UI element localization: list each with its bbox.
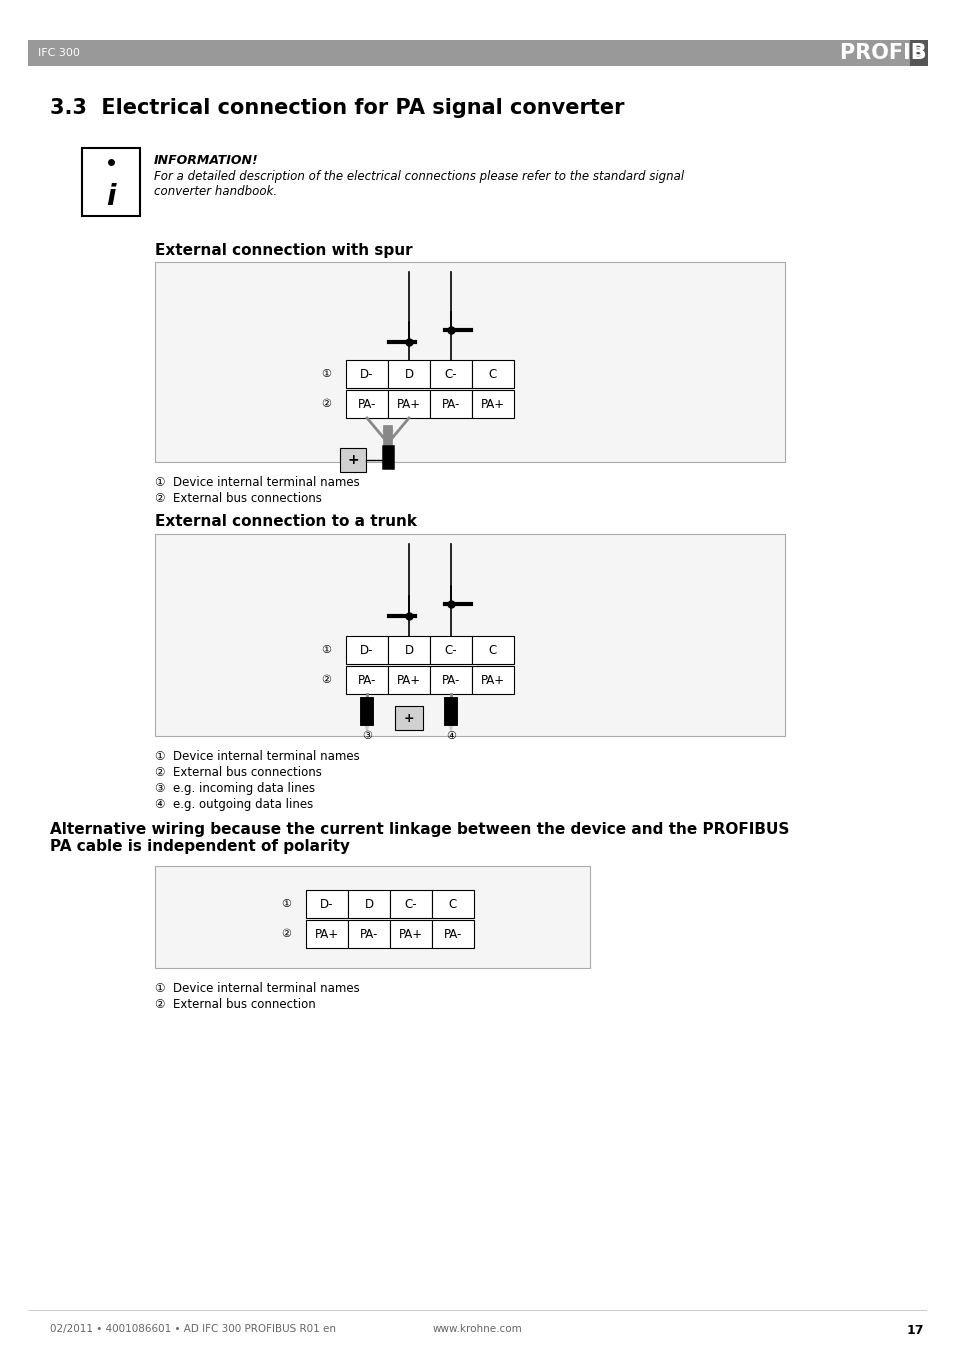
Bar bbox=[909, 41, 927, 66]
Text: PA+: PA+ bbox=[396, 674, 420, 686]
Text: PA-: PA- bbox=[443, 928, 461, 940]
Text: 3: 3 bbox=[914, 46, 923, 59]
Text: Alternative wiring because the current linkage between the device and the PROFIB: Alternative wiring because the current l… bbox=[50, 821, 788, 854]
Text: PA+: PA+ bbox=[314, 928, 338, 940]
Bar bbox=[472, 359, 514, 388]
Bar bbox=[306, 890, 348, 917]
Text: ②: ② bbox=[281, 929, 291, 939]
Text: C: C bbox=[449, 897, 456, 911]
Text: ②  External bus connection: ② External bus connection bbox=[154, 998, 315, 1011]
Text: PA+: PA+ bbox=[398, 928, 422, 940]
Bar bbox=[346, 666, 388, 694]
Text: C-: C- bbox=[404, 897, 416, 911]
Bar bbox=[346, 390, 388, 417]
Text: D: D bbox=[404, 643, 414, 657]
Text: 02/2011 • 4001086601 • AD IFC 300 PROFIBUS R01 en: 02/2011 • 4001086601 • AD IFC 300 PROFIB… bbox=[50, 1324, 335, 1333]
Bar bbox=[388, 636, 430, 663]
Text: PA+: PA+ bbox=[480, 674, 504, 686]
Text: +: + bbox=[403, 712, 414, 724]
Text: PA-: PA- bbox=[357, 397, 375, 411]
Text: ②: ② bbox=[320, 676, 331, 685]
Text: ②: ② bbox=[320, 399, 331, 409]
Text: PROFIBUS PA: PROFIBUS PA bbox=[840, 43, 953, 63]
Bar bbox=[390, 920, 432, 948]
Bar bbox=[390, 890, 432, 917]
Bar bbox=[472, 666, 514, 694]
Text: C: C bbox=[488, 367, 497, 381]
Text: www.krohne.com: www.krohne.com bbox=[432, 1324, 521, 1333]
Text: D: D bbox=[404, 367, 414, 381]
Text: ①  Device internal terminal names: ① Device internal terminal names bbox=[154, 750, 359, 763]
Polygon shape bbox=[382, 430, 393, 450]
Polygon shape bbox=[446, 713, 456, 731]
Text: C: C bbox=[488, 643, 497, 657]
Bar bbox=[348, 890, 390, 917]
Bar bbox=[339, 449, 366, 471]
Text: D: D bbox=[364, 897, 374, 911]
Bar bbox=[82, 149, 140, 216]
Text: ③  e.g. incoming data lines: ③ e.g. incoming data lines bbox=[154, 782, 314, 794]
Bar bbox=[432, 890, 474, 917]
Text: ①: ① bbox=[320, 644, 331, 655]
Bar bbox=[472, 390, 514, 417]
Bar bbox=[388, 666, 430, 694]
Text: PA-: PA- bbox=[359, 928, 377, 940]
Text: For a detailed description of the electrical connections please refer to the sta: For a detailed description of the electr… bbox=[153, 170, 683, 199]
Bar bbox=[154, 866, 589, 969]
Text: ①  Device internal terminal names: ① Device internal terminal names bbox=[154, 982, 359, 994]
Bar bbox=[430, 666, 472, 694]
Bar bbox=[154, 262, 784, 462]
Text: 17: 17 bbox=[905, 1324, 923, 1337]
Text: PA-: PA- bbox=[357, 674, 375, 686]
Polygon shape bbox=[361, 713, 372, 731]
Text: D-: D- bbox=[360, 367, 374, 381]
Bar bbox=[430, 390, 472, 417]
Bar bbox=[306, 920, 348, 948]
Text: PA-: PA- bbox=[441, 674, 459, 686]
Text: IFC 300: IFC 300 bbox=[38, 49, 80, 58]
Text: ②  External bus connections: ② External bus connections bbox=[154, 766, 321, 780]
Text: PA-: PA- bbox=[441, 397, 459, 411]
Bar bbox=[346, 359, 388, 388]
Text: ②  External bus connections: ② External bus connections bbox=[154, 492, 321, 505]
Bar bbox=[430, 359, 472, 388]
Text: ③: ③ bbox=[361, 731, 372, 740]
Bar bbox=[348, 920, 390, 948]
Text: ①  Device internal terminal names: ① Device internal terminal names bbox=[154, 476, 359, 489]
Bar bbox=[432, 920, 474, 948]
Text: External connection with spur: External connection with spur bbox=[154, 243, 413, 258]
Text: D-: D- bbox=[320, 897, 334, 911]
Text: 3.3  Electrical connection for PA signal converter: 3.3 Electrical connection for PA signal … bbox=[50, 99, 624, 118]
Bar bbox=[472, 636, 514, 663]
Bar bbox=[346, 636, 388, 663]
Text: ④: ④ bbox=[446, 731, 456, 740]
Text: PA+: PA+ bbox=[396, 397, 420, 411]
Text: INFORMATION!: INFORMATION! bbox=[153, 154, 258, 168]
Text: D-: D- bbox=[360, 643, 374, 657]
Bar bbox=[154, 534, 784, 736]
Bar bbox=[28, 41, 925, 66]
Bar bbox=[388, 359, 430, 388]
Text: i: i bbox=[106, 182, 115, 211]
Text: C-: C- bbox=[444, 367, 456, 381]
Text: ④  e.g. outgoing data lines: ④ e.g. outgoing data lines bbox=[154, 798, 313, 811]
Text: External connection to a trunk: External connection to a trunk bbox=[154, 513, 416, 530]
Bar bbox=[395, 707, 422, 730]
Text: ①: ① bbox=[320, 369, 331, 380]
Text: PA+: PA+ bbox=[480, 397, 504, 411]
Bar bbox=[430, 636, 472, 663]
Bar bbox=[388, 390, 430, 417]
Text: ①: ① bbox=[281, 898, 291, 909]
Text: C-: C- bbox=[444, 643, 456, 657]
Text: +: + bbox=[347, 453, 358, 467]
